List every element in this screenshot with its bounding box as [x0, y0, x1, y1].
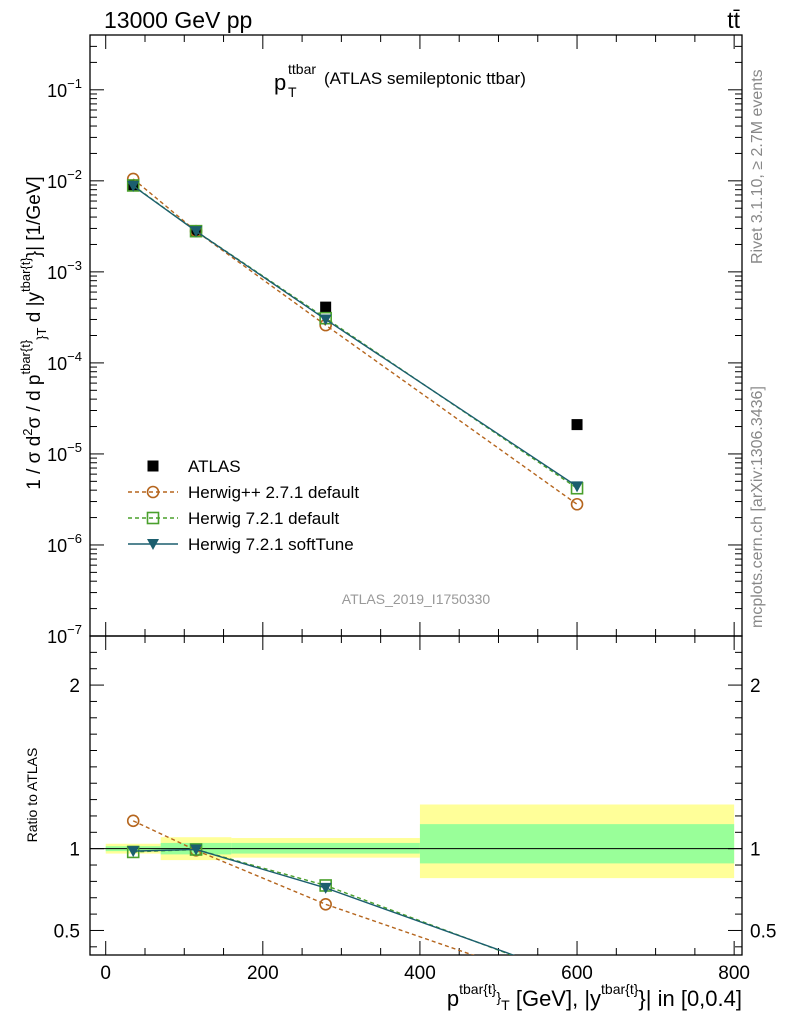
legend-marker-3 [147, 539, 159, 550]
data-point-3-3 [571, 481, 584, 493]
x-tick-label: 600 [561, 963, 593, 984]
data-point-0-3 [571, 419, 583, 431]
ratio-point-2-1 [190, 844, 203, 856]
ratio-tick-label-right: 2 [750, 676, 761, 697]
data-point-1-3 [570, 497, 584, 511]
y-tick-label: 10−4 [47, 349, 82, 374]
main-panel: 10−7 10−6 10−5 10−4 10−3 10−2 10−1 [47, 34, 743, 647]
ratio-point-0-2 [319, 897, 332, 911]
legend-label-0: ATLAS [188, 457, 241, 476]
ratio-tick-label-right: 0.5 [750, 921, 776, 942]
main-ylabel: 1 / σ d2σ / d ptbar{t}}T d |ytbar{t}}| [… [18, 176, 49, 489]
chart-title-sup: ttbar [288, 61, 316, 77]
legend-marker-0 [147, 460, 159, 472]
y-tick-label: 10−2 [47, 167, 82, 192]
y-tick-label: 10−5 [47, 440, 82, 465]
chart-title: (ATLAS semileptonic ttbar) [324, 69, 526, 88]
legend-label-2: Herwig 7.2.1 default [188, 509, 339, 528]
chart-title-sub: T [288, 84, 297, 100]
data-point-3-1 [190, 226, 203, 238]
rivet-label: Rivet 3.1.10, ≥ 2.7M events [749, 69, 766, 264]
ratio-tick-label-right: 1 [750, 840, 761, 861]
ratio-line-2 [133, 848, 516, 955]
y-tick-label: 10−3 [47, 258, 82, 283]
ratio-point-2-2 [319, 882, 332, 894]
legend-marker-1 [146, 485, 160, 499]
mcplots-label: mcplots.cern.ch [arXiv:1306.3436] [749, 386, 766, 628]
chart-title-main: p [274, 70, 286, 95]
ratio-tick-label-left: 2 [69, 676, 80, 697]
series-line-3 [132, 185, 578, 487]
x-axis-label: ptbar{t}}T [GeV], |ytbar{t}}| in [0,0.4] [447, 981, 742, 1013]
y-tick-label: 10−1 [47, 76, 82, 101]
ratio-point-0-0 [126, 814, 140, 828]
ratio-point-2-0 [127, 846, 140, 858]
data-point-3-0 [127, 180, 140, 192]
ratio-tick-label-left: 0.5 [54, 921, 80, 942]
ratio-ylabel: Ratio to ATLAS [24, 748, 40, 843]
header-right: tt̄ [727, 7, 740, 33]
band-inner-3 [419, 824, 735, 864]
x-tick-label: 400 [404, 963, 436, 984]
y-tick-label: 10−7 [47, 622, 82, 647]
legend-label-3: Herwig 7.2.1 softTune [188, 535, 354, 554]
analysis-id: ATLAS_2019_I1750330 [342, 591, 491, 607]
y-tick-label: 10−6 [47, 531, 82, 556]
ratio-frame [89, 635, 743, 956]
series-line-1 [132, 178, 578, 505]
x-tick-label: 200 [247, 963, 279, 984]
x-tick-label: 800 [718, 963, 750, 984]
legend: ATLAS Herwig++ 2.7.1 default Herwig 7.2.1 … [128, 457, 359, 554]
ratio-tick-label-left: 1 [69, 840, 80, 861]
data-point-3-2 [319, 314, 332, 326]
legend-label-1: Herwig++ 2.7.1 default [188, 483, 359, 502]
legend-marker-2 [146, 511, 160, 525]
x-tick-label: 0 [100, 963, 111, 984]
ratio-series-group [126, 814, 516, 955]
header-left: 13000 GeV pp [104, 7, 252, 33]
data-point-0-2 [320, 301, 332, 313]
